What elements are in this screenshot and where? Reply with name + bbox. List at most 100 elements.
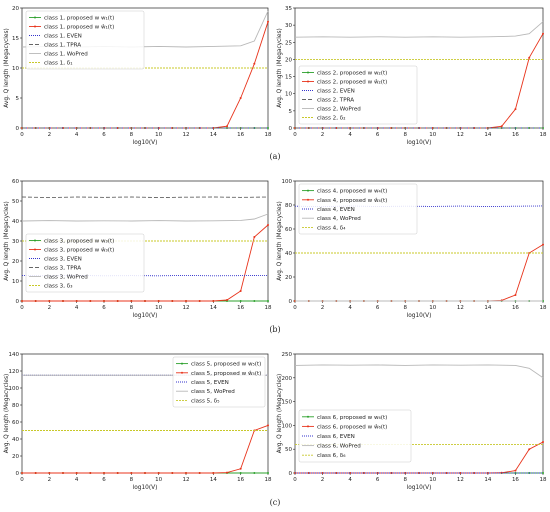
series-point [528,448,531,451]
y-tick-label: 20 [285,57,292,63]
x-tick-label: 2 [48,477,52,483]
y-tick-label: 200 [282,376,293,382]
y-tick-label: 40 [285,251,292,257]
series-point [542,32,544,35]
x-tick-label: 4 [348,305,352,311]
y-tick-label: 0 [289,126,293,132]
legend-label: class 4, proposed w w₄(t) [317,189,387,195]
chart-4: 0 2 4 6 8 10 12 14 16 18 0 20 40 60 80 100 log10(V) Avg. … [277,179,547,319]
series-point [514,294,517,296]
legend-label: class 3, EVEN [44,257,82,263]
series-point [267,20,269,23]
x-tick-label: 6 [376,305,380,311]
x-tick-label: 14 [210,132,217,138]
legend-box [172,356,266,408]
series-point [431,472,434,474]
x-tick-label: 12 [457,477,464,483]
y-tick-label: 10 [12,279,19,285]
series-point [89,300,92,302]
caption-a: (a) [269,152,280,161]
y-tick-label: 0 [16,471,20,477]
series-point [445,472,448,474]
series-point [62,300,64,302]
y-tick-label: 0 [289,299,293,305]
series-point [116,472,119,474]
y-axis-label: Avg. Q length (Megacycles) [277,28,283,107]
x-tick-label: 8 [403,305,407,311]
series-point [226,125,228,128]
y-tick-label: 50 [12,199,19,205]
x-tick-label: 6 [376,477,380,483]
x-tick-label: 14 [210,477,217,483]
y-tick-label: 80 [12,403,19,409]
y-tick-label: 10 [285,92,292,98]
series-point [212,300,215,302]
x-tick-label: 16 [512,132,519,138]
y-tick-label: 30 [285,23,292,29]
legend-label: class 1, proposed w ŵ₁(t) [44,24,114,31]
legend-label: class 3, proposed w w₃(t) [44,239,114,245]
series-point [48,300,51,302]
series-point [267,472,269,474]
legend-label: class 6, WoPred [317,444,361,450]
y-tick-label: 35 [285,6,292,12]
series-point [542,441,544,444]
x-tick-label: 8 [130,132,134,138]
x-tick-label: 6 [102,477,106,483]
legend-label: class 4, EVEN [317,207,355,213]
series-point [157,472,160,474]
x-tick-label: 14 [484,132,491,138]
legend-label: class 3, TPRA [44,266,81,272]
series-point [157,300,160,302]
y-tick-label: 20 [285,275,292,281]
x-tick-label: 0 [20,305,24,311]
series-point [335,127,338,129]
caption-c: (c) [270,498,281,507]
legend-label: class 3, proposed w ŵ₃(t) [44,247,114,254]
series-point [267,127,269,129]
y-tick-label: 0 [16,299,20,305]
x-tick-label: 10 [155,477,162,483]
x-tick-label: 2 [48,305,52,311]
x-tick-label: 4 [348,477,352,483]
x-tick-label: 6 [102,305,106,311]
series-point [62,127,64,129]
series-point [212,127,215,129]
series-point [198,300,201,302]
series-point [239,300,242,302]
x-tick-label: 14 [484,305,491,311]
y-tick-label: 140 [9,352,20,358]
series-point [171,472,174,474]
series-point [103,472,105,474]
y-tick-label: 0 [289,471,293,477]
x-tick-label: 2 [48,132,52,138]
series-point [542,243,544,246]
series-line-3 [294,205,544,208]
legend-label: class 2, TPRA [317,98,354,104]
x-tick-label: 18 [265,477,272,483]
series-point [130,300,133,302]
legend-label: class 1, proposed w w₁(t) [44,16,114,22]
x-axis-label: log10(V) [133,313,158,319]
series-point [130,472,133,474]
x-tick-label: 10 [429,132,436,138]
legend-marker [34,16,36,19]
legend-label: class 4, proposed w ŵ₄(t) [317,197,387,204]
x-tick-label: 8 [130,477,134,483]
series-point [34,300,37,302]
y-tick-label: 20 [12,6,19,12]
legend-marker [34,248,36,251]
legend-marker [307,189,309,192]
series-line-5 [294,21,544,38]
y-tick-label: 20 [12,259,19,265]
legend-label: class 6, proposed w ŵ₆(t) [317,423,387,430]
x-tick-label: 6 [102,132,106,138]
x-tick-label: 10 [429,477,436,483]
legend-label: class 5, δ₅ [191,398,219,404]
y-tick-label: 60 [285,227,292,233]
x-tick-label: 12 [457,305,464,311]
x-tick-label: 18 [540,305,547,311]
legend-label: class 2, proposed w w₂(t) [317,71,387,77]
x-tick-label: 0 [293,477,297,483]
